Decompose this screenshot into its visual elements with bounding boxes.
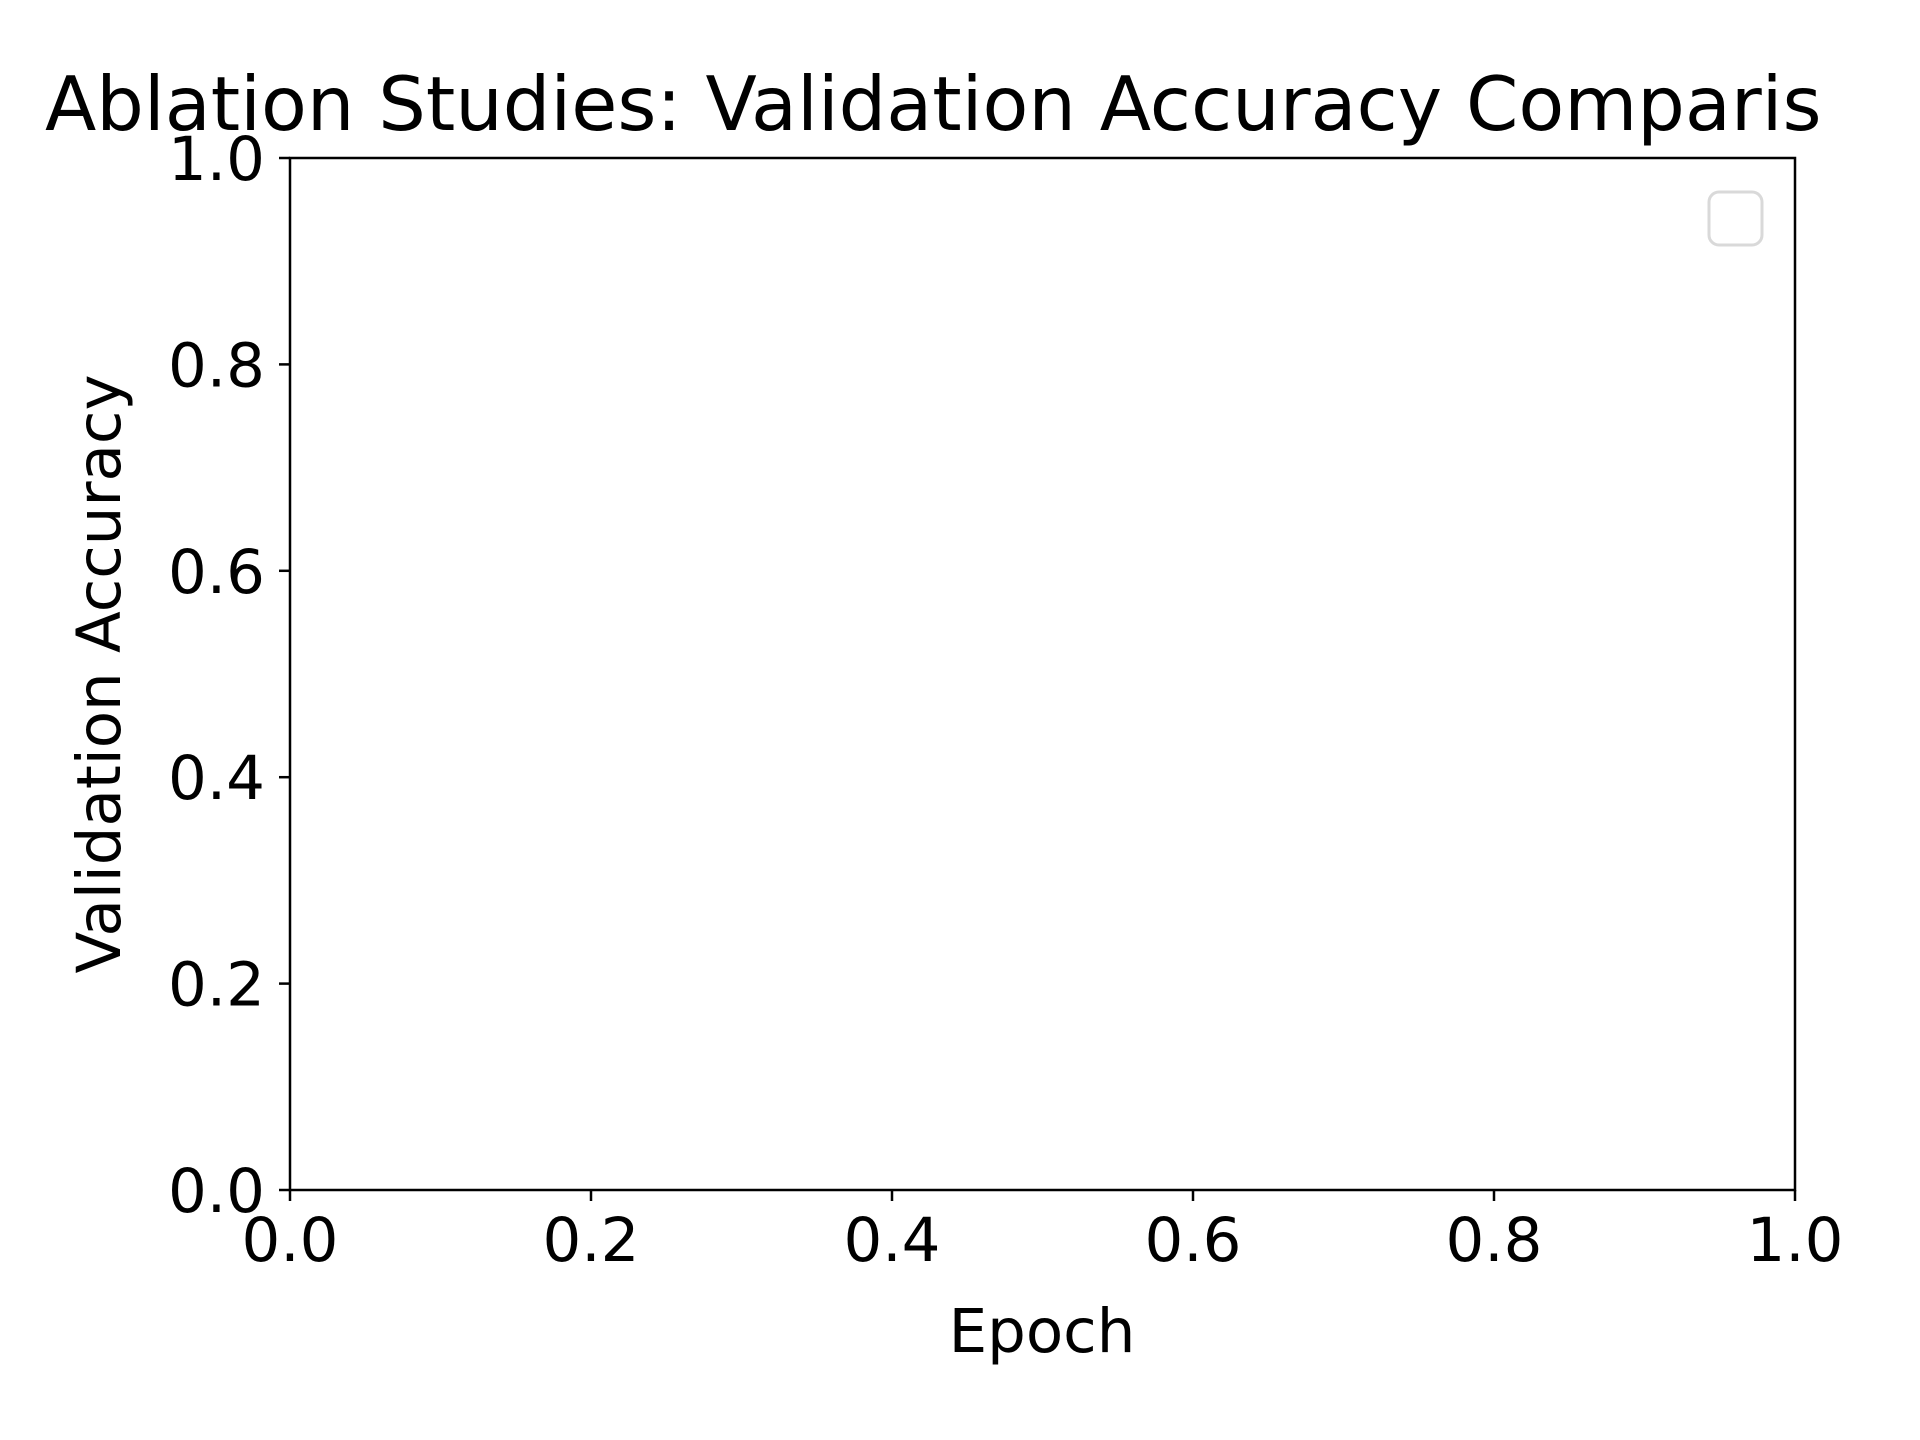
plot-area	[288, 156, 1797, 1192]
y-tick-label: 0.4	[168, 743, 265, 814]
x-tick-label: 1.0	[1746, 1205, 1843, 1276]
x-axis-label: Epoch	[949, 1296, 1136, 1367]
x-axis-ticks: 0.0 0.2 0.4 0.6 0.8 1.0	[241, 1190, 1844, 1276]
y-tick-label: 1.0	[168, 124, 265, 195]
x-tick-label: 0.0	[241, 1205, 338, 1276]
y-axis-ticks: 0.0 0.2 0.4 0.6 0.8 1.0	[168, 124, 290, 1227]
x-tick-label: 0.2	[542, 1205, 639, 1276]
x-tick-label: 0.6	[1144, 1205, 1241, 1276]
y-tick-label: 0.0	[168, 1156, 265, 1227]
chart-title: Ablation Studies: Validation Accuracy Co…	[45, 60, 1822, 148]
y-tick-label: 0.2	[168, 950, 265, 1021]
legend-box	[1707, 190, 1764, 247]
x-tick-label: 0.4	[843, 1205, 940, 1276]
y-tick-label: 0.6	[168, 537, 265, 608]
y-axis-label: Validation Accuracy	[64, 374, 135, 973]
y-tick-label: 0.8	[168, 330, 265, 401]
x-tick-label: 0.8	[1445, 1205, 1542, 1276]
